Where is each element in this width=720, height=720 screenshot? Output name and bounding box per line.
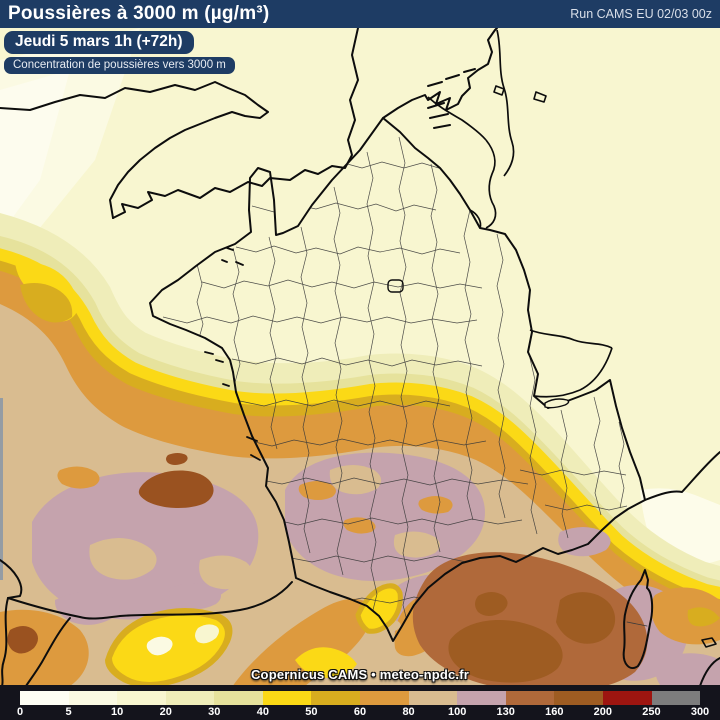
- legend-tick-30: 30: [208, 706, 221, 718]
- coastlines: [0, 27, 720, 687]
- legend-colorbar: [20, 691, 701, 705]
- legend-tick-160: 160: [545, 706, 564, 718]
- legend-color-40–50: [262, 691, 312, 705]
- legend-color-20–30: [165, 691, 215, 705]
- legend-tick-300: 300: [690, 706, 710, 718]
- legend-tick-80: 80: [402, 706, 415, 718]
- legend-color-130–160: [505, 691, 555, 705]
- legend-color-60–80: [360, 691, 409, 705]
- legend-tick-50: 50: [305, 706, 318, 718]
- legend-tick-0: 0: [16, 706, 24, 718]
- legend-tick-100: 100: [447, 706, 467, 718]
- country-borders: [427, 29, 613, 398]
- legend-color-100–130: [457, 691, 506, 705]
- legend-color-50–60: [311, 691, 361, 705]
- legend-color-250–300: [651, 691, 701, 705]
- legend-ticks: 0 5 10 20 30 40 50 60 80 100 130 160 200 250 300: [16, 705, 709, 720]
- legend-tick-60: 60: [353, 706, 367, 718]
- attribution: Copernicus CAMS • meteo-npdc.fr: [250, 667, 470, 682]
- valid-time-badge: Jeudi 5 mars 1h (+72h): [4, 31, 194, 54]
- subtitle-badge: Concentration de poussières vers 3000 m: [4, 57, 235, 74]
- legend-tick-40: 40: [256, 706, 269, 718]
- legend-color-5–10: [68, 691, 118, 705]
- legend-tick-20: 20: [159, 706, 172, 718]
- model-run-label: Run CAMS EU 02/03 00z: [570, 7, 712, 21]
- legend-color-30–40: [214, 691, 263, 705]
- legend-tick-5: 5: [65, 706, 72, 718]
- legend-tick-250: 250: [642, 706, 661, 718]
- legend-color-80–100: [408, 691, 458, 705]
- legend-tick-10: 10: [111, 706, 124, 718]
- legend-tick-200: 200: [593, 706, 613, 718]
- header-bar: Poussières à 3000 m (µg/m³) Run CAMS EU …: [0, 0, 720, 28]
- legend-color-10–20: [117, 691, 166, 705]
- legend-color-200–250: [602, 691, 652, 705]
- legend-tick-130: 130: [496, 706, 515, 718]
- legend-color-0–5: [20, 691, 69, 705]
- legend-panel: 0 5 10 20 30 40 50 60 80 100 130 160 200 250 300: [0, 685, 720, 720]
- legend-color-160–200: [554, 691, 603, 705]
- page-title: Poussières à 3000 m (µg/m³): [8, 3, 270, 24]
